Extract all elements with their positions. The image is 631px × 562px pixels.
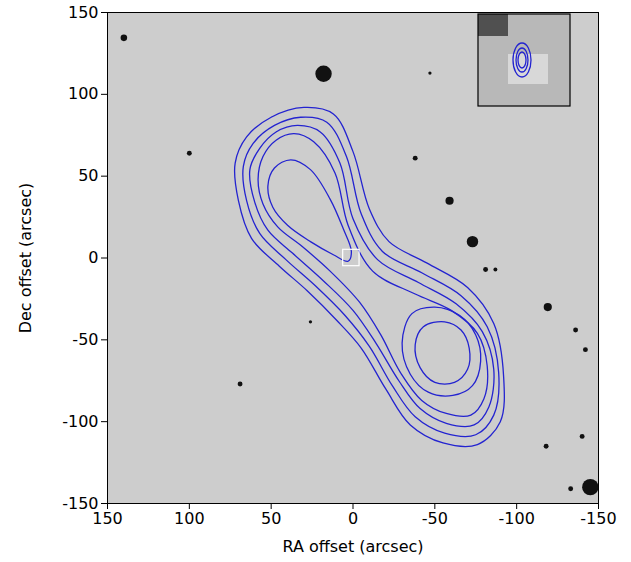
svg-text:150: 150 (68, 3, 99, 22)
svg-text:0: 0 (88, 248, 98, 267)
svg-text:-100: -100 (499, 509, 535, 528)
svg-text:150: 150 (92, 509, 123, 528)
svg-text:-150: -150 (580, 509, 616, 528)
svg-text:-100: -100 (62, 412, 98, 431)
svg-text:-50: -50 (72, 330, 98, 349)
svg-text:RA offset (arcsec): RA offset (arcsec) (282, 537, 423, 556)
svg-text:50: 50 (261, 509, 281, 528)
svg-text:50: 50 (78, 166, 98, 185)
svg-text:0: 0 (348, 509, 358, 528)
svg-text:-50: -50 (422, 509, 448, 528)
svg-text:Dec offset (arcsec): Dec offset (arcsec) (16, 183, 35, 334)
svg-text:-150: -150 (62, 493, 99, 513)
svg-text:100: 100 (174, 509, 205, 528)
svg-text:100: 100 (68, 84, 99, 103)
